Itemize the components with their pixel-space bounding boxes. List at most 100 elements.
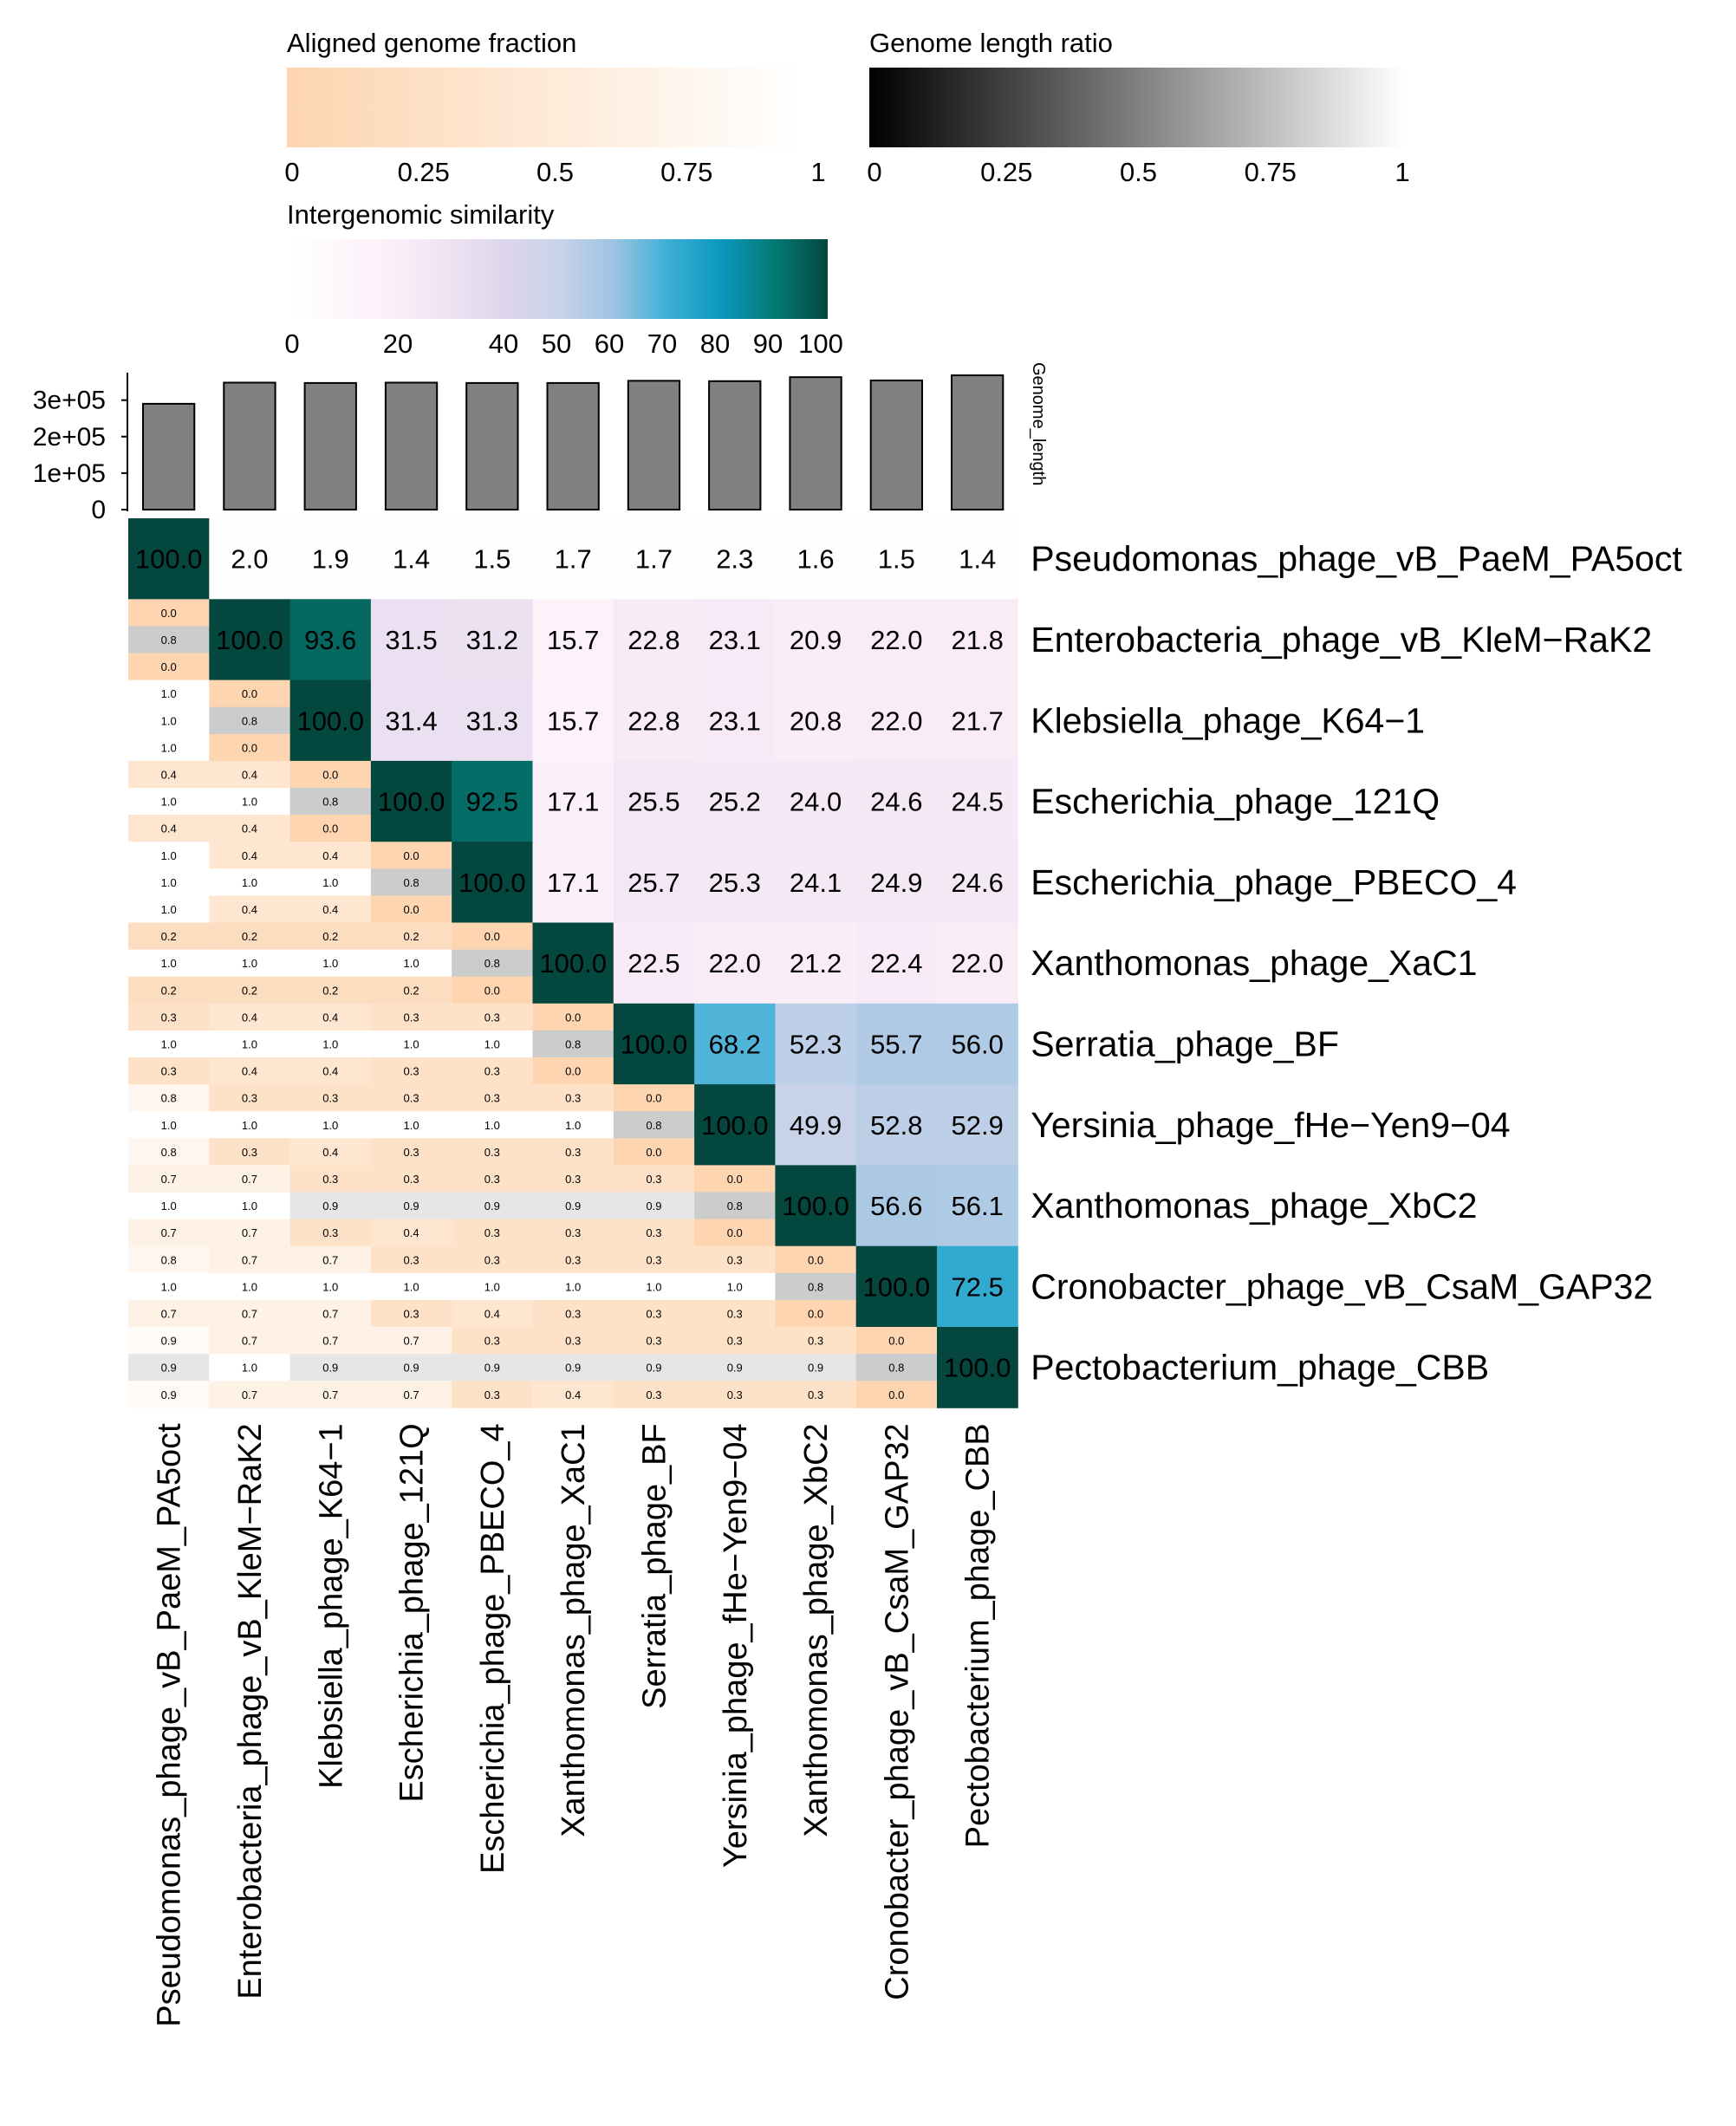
aligned-fraction-cell: [532, 1003, 614, 1031]
length-ratio-cell: [370, 949, 452, 978]
legend-length-colorbar: [869, 68, 1404, 147]
aligned-fraction-value: 0.3: [565, 1146, 581, 1159]
legend-tick-label: 90: [753, 328, 783, 359]
length-ratio-value: 1.0: [242, 1119, 257, 1132]
bar-axis-tick-label: 3e+05: [33, 387, 106, 415]
column-label: Escherichia_phage_PBECO_4: [475, 1423, 511, 1874]
legend-tick-label: 0.25: [398, 157, 450, 187]
aligned-fraction-cell: [289, 1327, 372, 1355]
similarity-cell: [937, 679, 1018, 762]
similarity-cell: [855, 842, 938, 923]
bar-axis-title: Genome_length: [1029, 362, 1048, 485]
aligned-fraction-value: 0.2: [242, 984, 257, 997]
aligned-fraction-value: 0.4: [404, 1226, 419, 1239]
aligned-fraction-cell: [452, 1327, 533, 1355]
aligned-fraction-value: 0.0: [565, 1011, 581, 1024]
length-ratio-cell: [128, 1354, 210, 1382]
similarity-value: 31.5: [385, 625, 437, 655]
aligned-fraction-cell: [613, 1084, 695, 1112]
aligned-fraction-cell: [532, 1165, 614, 1193]
aligned-fraction-cell: [128, 1003, 210, 1031]
length-ratio-cell: [209, 868, 291, 896]
legend-tick-label: 50: [542, 328, 571, 359]
aligned-fraction-cell: [855, 1381, 938, 1408]
column-label: Enterobacteria_phage_vB_KleM−RaK2: [232, 1423, 269, 1999]
length-ratio-value: 0.9: [565, 1200, 581, 1213]
similarity-value: 93.6: [304, 625, 356, 655]
similarity-cell: [775, 1003, 857, 1085]
length-ratio-value: 1.0: [565, 1280, 581, 1293]
similarity-cell: [855, 760, 938, 842]
similarity-value: 1.7: [555, 544, 592, 575]
aligned-fraction-value: 0.4: [322, 1011, 338, 1024]
similarity-cell: [694, 760, 776, 842]
similarity-cell: [775, 1165, 857, 1247]
aligned-fraction-cell: [452, 1138, 533, 1166]
aligned-fraction-value: 0.0: [727, 1226, 743, 1239]
aligned-fraction-value: 1.0: [161, 849, 177, 862]
aligned-fraction-cell: [209, 895, 291, 923]
aligned-fraction-value: 0.2: [242, 930, 257, 943]
similarity-value: 52.9: [951, 1110, 1003, 1141]
aligned-fraction-cell: [128, 922, 210, 951]
length-ratio-cell: [209, 1111, 291, 1139]
row-label: Pectobacterium_phage_CBB: [1031, 1348, 1489, 1388]
aligned-fraction-cell: [452, 1165, 533, 1193]
similarity-cell: [613, 842, 695, 923]
similarity-value: 24.6: [951, 868, 1003, 898]
aligned-fraction-cell: [128, 1057, 210, 1085]
row-label: Escherichia_phage_121Q: [1031, 782, 1440, 822]
length-ratio-value: 0.9: [646, 1362, 661, 1375]
aligned-fraction-value: 0.0: [646, 1092, 661, 1105]
similarity-value: 25.7: [627, 868, 679, 898]
aligned-fraction-value: 0.0: [565, 1065, 581, 1078]
similarity-value: 1.9: [312, 544, 349, 575]
length-ratio-value: 1.0: [161, 714, 177, 727]
similarity-value: 72.5: [951, 1271, 1003, 1302]
length-ratio-value: 1.0: [242, 1037, 257, 1050]
similarity-cell: [937, 842, 1018, 923]
length-ratio-cell: [694, 1354, 776, 1382]
similarity-cell: [775, 599, 857, 681]
aligned-fraction-value: 0.0: [727, 1173, 743, 1186]
aligned-fraction-cell: [613, 1165, 695, 1193]
aligned-fraction-cell: [452, 1084, 533, 1112]
similarity-value: 1.5: [473, 544, 510, 575]
similarity-value: 52.3: [790, 1029, 842, 1059]
row-label: Xanthomonas_phage_XbC2: [1031, 1186, 1477, 1226]
aligned-fraction-value: 0.7: [322, 1335, 338, 1348]
aligned-fraction-value: 0.3: [565, 1253, 581, 1266]
bar-axis-tick-label: 0: [91, 496, 106, 524]
similarity-value: 2.3: [716, 544, 753, 575]
similarity-cell: [937, 1084, 1018, 1166]
column-label: Klebsiella_phage_K64−1: [313, 1423, 349, 1789]
similarity-value: 100.0: [135, 544, 203, 575]
similarity-value: 20.9: [790, 625, 842, 655]
aligned-fraction-value: 0.0: [888, 1388, 904, 1401]
similarity-value: 31.2: [466, 625, 518, 655]
length-ratio-value: 0.8: [404, 876, 419, 889]
aligned-fraction-cell: [532, 1138, 614, 1166]
length-ratio-value: 0.8: [322, 796, 338, 809]
similarity-cell: [532, 922, 614, 1004]
legend-tick-label: 60: [595, 328, 624, 359]
length-ratio-cell: [370, 1272, 452, 1301]
length-ratio-cell: [128, 1192, 210, 1220]
length-ratio-cell: [452, 949, 533, 978]
aligned-fraction-value: 0.4: [242, 849, 257, 862]
similarity-value: 56.6: [870, 1191, 922, 1221]
aligned-fraction-cell: [370, 1381, 452, 1408]
length-ratio-cell: [370, 868, 452, 896]
length-ratio-cell: [289, 1030, 372, 1058]
aligned-fraction-cell: [128, 1299, 210, 1328]
row-label: Pseudomonas_phage_vB_PaeM_PA5oct: [1031, 539, 1682, 579]
aligned-fraction-cell: [128, 895, 210, 923]
similarity-value: 1.7: [635, 544, 673, 575]
legend-tick-label: 70: [647, 328, 677, 359]
aligned-fraction-cell: [532, 1327, 614, 1355]
similarity-cell: [694, 518, 776, 600]
aligned-fraction-value: 0.7: [242, 1173, 257, 1186]
length-ratio-cell: [128, 949, 210, 978]
aligned-fraction-cell: [452, 1381, 533, 1408]
similarity-value: 31.3: [466, 705, 518, 736]
